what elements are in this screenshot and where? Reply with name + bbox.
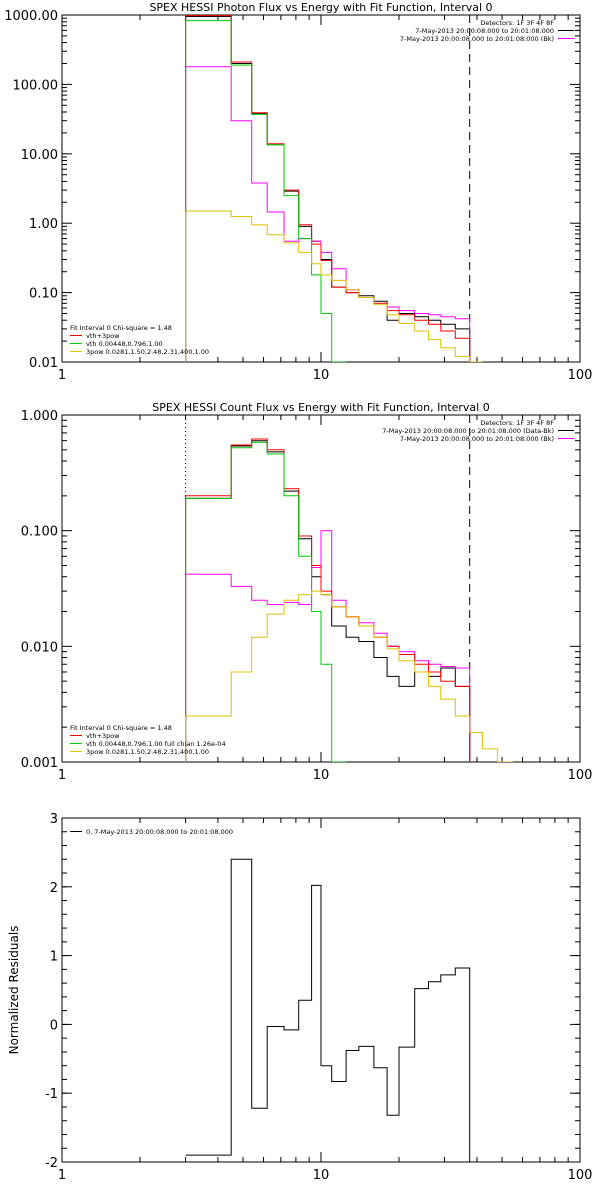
- legend-bottom-entry: 3pow 0.0281,1.50,2.48,2.31,400,1.00: [86, 348, 209, 356]
- legend-top-line: Detectors: 1F 3F 4F 8F: [480, 19, 554, 27]
- series-4-line: [185, 210, 483, 362]
- series-1-line: [185, 66, 471, 362]
- series-2-line: [185, 15, 471, 362]
- series-0-line: [185, 16, 471, 362]
- plot-area: [185, 858, 471, 1162]
- plot-area: [185, 15, 483, 362]
- y-tick-label: 1.000: [21, 409, 58, 424]
- y-tick-label: 100.00: [13, 78, 59, 93]
- y-tick-label: 0.010: [21, 640, 58, 655]
- y-tick-label: 1: [50, 950, 58, 965]
- legend-top-line: 7-May-2013 20:00:08.000 to 20:01:08.000 …: [400, 435, 554, 443]
- legend-bottom-entry: vth 0.00448,0.796,1.00: [86, 340, 163, 348]
- legend-top-line: 0. 7-May-2013 20:00:08.000 to 20:01:08.0…: [86, 828, 233, 836]
- y-tick-label: 0: [50, 1018, 58, 1033]
- legend-bottom-header: Fit Interval 0 Chi-square = 1.48: [70, 324, 172, 332]
- series-0-line: [185, 440, 471, 762]
- x-tick-label: 1: [58, 768, 66, 783]
- legend-bottom-entry: vth 0.00448,0.796,1.00 full chian 1.26e-…: [86, 740, 226, 748]
- chart-panel-2: Normalized Residuals 1 10 100 -2 -1 0 1 2 3 0. 7-M…: [7, 812, 592, 1183]
- x-tick-label: 1: [58, 368, 66, 383]
- x-tick-label: 1: [58, 1168, 66, 1183]
- y-tick-label: 0.100: [21, 525, 58, 540]
- series-2-line: [185, 438, 471, 762]
- y-tick-label: 3: [50, 812, 58, 827]
- legend-bottom-entry: vth+3pow: [86, 332, 120, 340]
- y-tick-label: -1: [45, 1087, 58, 1102]
- series-3-line: [185, 20, 347, 362]
- chart-title: SPEX HESSI Photon Flux vs Energy with Fi…: [149, 1, 492, 14]
- legend-bottom-entry: vth+3pow: [86, 732, 120, 740]
- legend-top-line: 7-May-2013 20:00:08.000 to 20:01:08.000: [415, 27, 554, 35]
- series-1-line: [185, 530, 471, 762]
- legend-bottom-entry: 3pow 0.0281,1.50,2.48,2.31,400,1.00: [86, 748, 209, 756]
- y-tick-label: 1000.00: [4, 9, 58, 24]
- plot-area: [185, 415, 513, 762]
- series-3-line: [185, 441, 347, 762]
- y-tick-label: 0.10: [29, 287, 58, 302]
- legend-top-line: 7-May-2013 20:00:08.000 to 20:01:08.000 …: [400, 35, 554, 43]
- y-tick-label: 0.001: [21, 756, 58, 771]
- x-tick-label: 100: [568, 768, 593, 783]
- series-0-line: [185, 858, 471, 1162]
- y-tick-label: 2: [50, 881, 58, 896]
- chart-panel-0: SPEX HESSI Photon Flux vs Energy with Fi…: [4, 1, 592, 383]
- x-tick-label: 100: [568, 368, 593, 383]
- legend-bottom-header: Fit Interval 0 Chi-square = 1.48: [70, 724, 172, 732]
- legend-top-line: 7-May-2013 20:00:08.000 to 20:01:08.000 …: [382, 427, 554, 435]
- y-axis-label: Normalized Residuals: [7, 926, 21, 1055]
- x-tick-label: 100: [568, 1168, 593, 1183]
- y-tick-label: -2: [45, 1156, 58, 1171]
- x-tick-label: 10: [313, 768, 330, 783]
- y-tick-label: 1.00: [29, 217, 58, 232]
- y-tick-label: 10.00: [21, 148, 58, 163]
- y-tick-label: 0.01: [29, 356, 58, 371]
- legend-top-line: Detectors: 1F 3F 4F 8F: [480, 419, 554, 427]
- x-tick-label: 10: [313, 368, 330, 383]
- x-tick-label: 10: [313, 1168, 330, 1183]
- chart-panel-1: SPEX HESSI Count Flux vs Energy with Fit…: [21, 401, 593, 783]
- series-4-line: [185, 590, 513, 762]
- chart-title: SPEX HESSI Count Flux vs Energy with Fit…: [152, 401, 489, 414]
